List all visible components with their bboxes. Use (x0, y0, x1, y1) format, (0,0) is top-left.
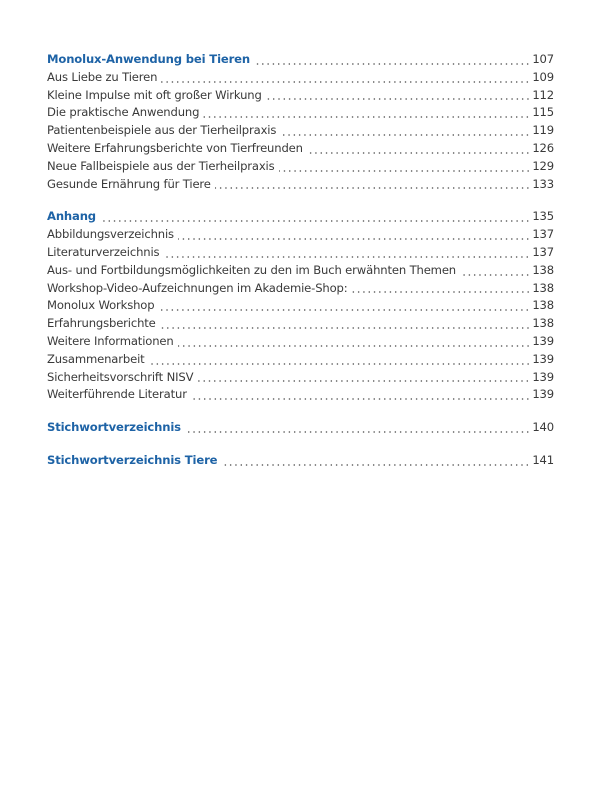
dot-leader (99, 220, 531, 223)
toc-entry-title: Stichwortverzeichnis Tiere (47, 452, 218, 467)
toc-entry-title: Weitere Erfahrungsberichte von Tierfreun… (47, 140, 303, 155)
toc-page-number: 139 (532, 387, 554, 402)
dot-leader (177, 344, 531, 347)
toc-page-number: 107 (532, 52, 554, 66)
toc-entry-title: Erfahrungsberichte (47, 316, 156, 331)
dot-leader (214, 187, 531, 190)
dot-leader (148, 362, 531, 365)
table-of-contents: Monolux-Anwendung bei Tieren 107 Aus Liebe… (47, 51, 554, 485)
dot-leader (351, 291, 531, 294)
toc-entry[interactable]: Erfahrungsberichte 138 (47, 315, 554, 333)
toc-entry[interactable]: Monolux Workshop 138 (47, 297, 554, 315)
toc-entry[interactable]: Aus- und Fortbildungsmöglichkeiten zu de… (47, 262, 554, 280)
toc-entry-title: Monolux-Anwendung bei Tieren (47, 52, 250, 66)
dot-leader (190, 398, 531, 401)
dot-leader (184, 430, 531, 433)
toc-page-number: 138 (532, 262, 554, 277)
toc-entry-title: Monolux Workshop (47, 298, 155, 313)
toc-page-number: 135 (532, 209, 554, 224)
toc-page-number: 137 (532, 244, 554, 259)
dot-leader (280, 133, 531, 136)
toc-section: Stichwortverzeichnis Tiere 141 (47, 452, 554, 470)
toc-page-number: 119 (532, 123, 554, 138)
toc-page-number: 115 (532, 105, 554, 120)
toc-entry-title: Zusammenarbeit (47, 351, 145, 366)
toc-section: Anhang 135 Abbildungsverzeichnis 137 Literat… (47, 208, 554, 404)
toc-page-number: 140 (532, 420, 554, 435)
toc-entry-title: Weitere Informationen (47, 333, 174, 348)
toc-entry[interactable]: Aus Liebe zu Tieren 109 (47, 69, 554, 87)
toc-page-number: 138 (532, 298, 554, 313)
toc-entry-title: Patientenbeispiele aus der Tierheilpraxi… (47, 123, 277, 138)
toc-entry[interactable]: Gesunde Ernährung für Tiere 133 (47, 176, 554, 194)
dot-leader (163, 255, 531, 258)
toc-page-number: 137 (532, 227, 554, 242)
dot-leader (265, 98, 531, 101)
toc-entry-title: Weiterführende Literatur (47, 387, 187, 402)
toc-entry-title: Neue Fallbeispiele aus der Tierheilpraxi… (47, 158, 275, 173)
toc-entry-title: Kleine Impulse mit oft großer Wirkung (47, 87, 262, 102)
toc-entry-title: Abbildungsverzeichnis (47, 227, 174, 242)
dot-leader (158, 309, 531, 312)
toc-entry-title: Gesunde Ernährung für Tiere (47, 176, 211, 191)
dot-leader (197, 380, 531, 383)
dot-leader (159, 326, 531, 329)
toc-section: Monolux-Anwendung bei Tieren 107 Aus Liebe… (47, 51, 554, 193)
dot-leader (254, 62, 531, 65)
toc-page-number: 109 (532, 69, 554, 84)
toc-entry[interactable]: Weitere Informationen 139 (47, 333, 554, 351)
dot-leader (203, 116, 531, 119)
toc-page-number: 126 (532, 140, 554, 155)
dot-leader (221, 463, 531, 466)
toc-entry[interactable]: Abbildungsverzeichnis 137 (47, 226, 554, 244)
toc-entry-title: Stichwortverzeichnis (47, 420, 181, 435)
toc-entry[interactable]: Workshop-Video-Aufzeichnungen im Akademi… (47, 280, 554, 298)
toc-page-number: 139 (532, 351, 554, 366)
toc-section-heading[interactable]: Monolux-Anwendung bei Tieren 107 (47, 51, 554, 69)
toc-entry-title: Sicherheitsvorschrift NISV (47, 369, 194, 384)
toc-entry[interactable]: Patientenbeispiele aus der Tierheilpraxi… (47, 122, 554, 140)
dot-leader (306, 151, 531, 154)
toc-page-number: 138 (532, 316, 554, 331)
dot-leader (278, 169, 531, 172)
toc-entry[interactable]: Kleine Impulse mit oft großer Wirkung 112 (47, 87, 554, 105)
toc-page-number: 141 (532, 452, 554, 467)
toc-page-number: 139 (532, 333, 554, 348)
toc-page-number: 112 (532, 87, 554, 102)
dot-leader (177, 237, 531, 240)
toc-entry[interactable]: Die praktische Anwendung 115 (47, 104, 554, 122)
toc-entry[interactable]: Weiterführende Literatur 139 (47, 386, 554, 404)
toc-entry[interactable]: Sicherheitsvorschrift NISV 139 (47, 369, 554, 387)
toc-entry[interactable]: Literaturverzeichnis 137 (47, 244, 554, 262)
dot-leader (460, 273, 531, 276)
toc-section-heading[interactable]: Stichwortverzeichnis Tiere 141 (47, 452, 554, 470)
toc-entry-title: Die praktische Anwendung (47, 105, 200, 120)
toc-entry[interactable]: Neue Fallbeispiele aus der Tierheilpraxi… (47, 158, 554, 176)
toc-page-number: 138 (532, 280, 554, 295)
toc-entry[interactable]: Zusammenarbeit 139 (47, 351, 554, 369)
dot-leader (161, 80, 531, 83)
toc-page-number: 129 (532, 158, 554, 173)
toc-page-number: 139 (532, 369, 554, 384)
toc-page-number: 133 (532, 176, 554, 191)
toc-section: Stichwortverzeichnis 140 (47, 419, 554, 437)
toc-entry[interactable]: Weitere Erfahrungsberichte von Tierfreun… (47, 140, 554, 158)
toc-section-heading[interactable]: Stichwortverzeichnis 140 (47, 419, 554, 437)
toc-entry-title: Workshop-Video-Aufzeichnungen im Akademi… (47, 280, 348, 295)
toc-entry-title: Anhang (47, 209, 96, 224)
toc-entry-title: Aus Liebe zu Tieren (47, 69, 158, 84)
toc-section-heading[interactable]: Anhang 135 (47, 208, 554, 226)
toc-entry-title: Literaturverzeichnis (47, 244, 160, 259)
toc-entry-title: Aus- und Fortbildungsmöglichkeiten zu de… (47, 262, 457, 277)
